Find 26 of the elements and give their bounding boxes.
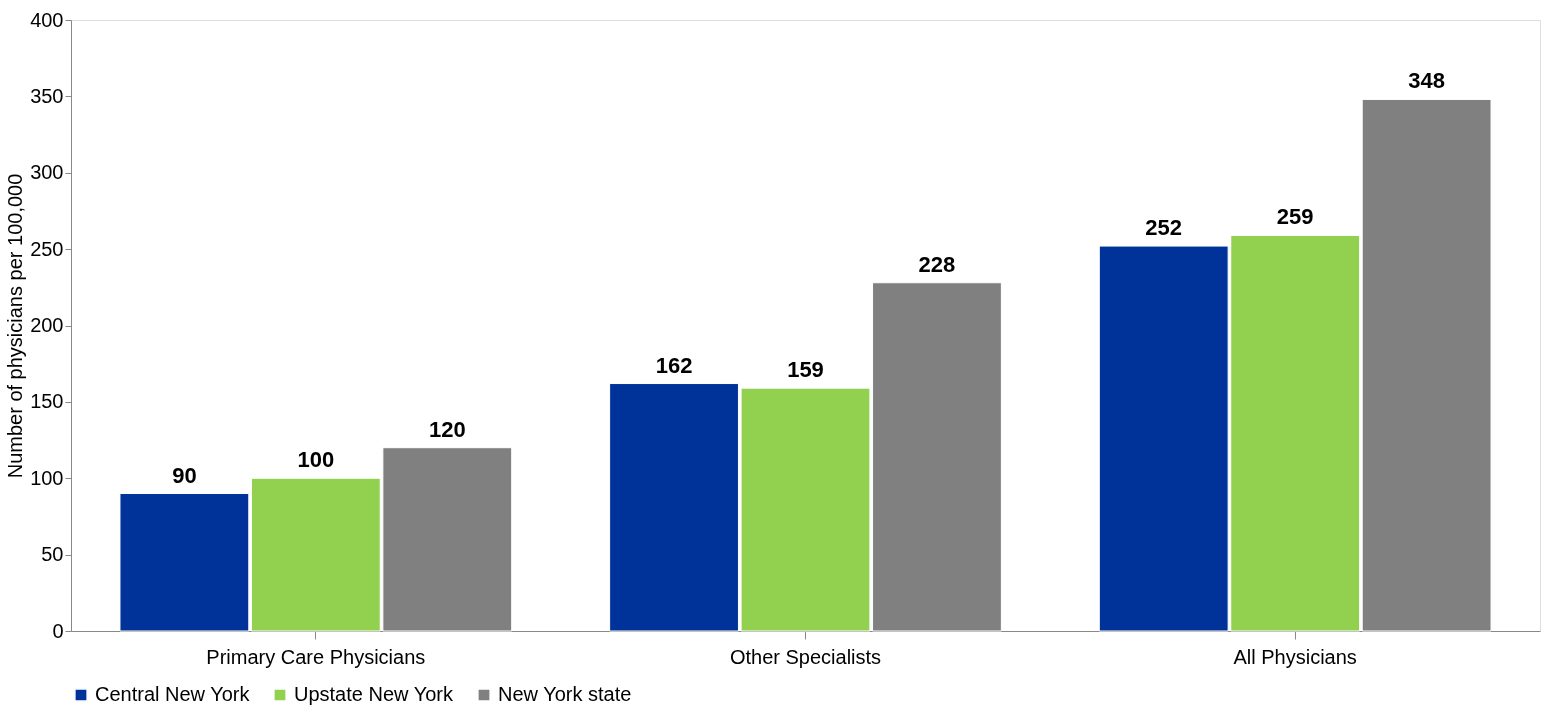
data-label: 120 [428, 416, 466, 442]
y-tick-label: 200 [30, 314, 64, 336]
x-tick-label: Other Specialists [729, 645, 882, 668]
x-tick-label: Primary Care Physicians [206, 645, 426, 668]
data-label: 90 [172, 462, 197, 488]
y-tick-label: 50 [41, 543, 64, 566]
legend-label: Central New York [95, 683, 251, 705]
y-tick-label: 0 [52, 619, 64, 642]
legend-label: New York state [498, 683, 632, 705]
y-tick-label: 150 [30, 390, 64, 413]
y-tick-label: 400 [30, 8, 64, 31]
data-label: 348 [1408, 68, 1445, 94]
data-label: 162 [655, 352, 693, 378]
y-axis-title: Number of physicians per 100,000 [4, 173, 27, 479]
legend-label: Upstate New York [294, 683, 454, 705]
data-label: 252 [1145, 215, 1183, 241]
bar [119, 493, 250, 632]
data-label: 100 [297, 447, 335, 473]
data-label: 228 [918, 251, 956, 277]
x-tick-label: All Physicians [1233, 645, 1357, 668]
y-tick-label: 300 [30, 161, 64, 184]
y-tick-label: 350 [30, 84, 64, 107]
data-label: 159 [787, 357, 824, 383]
data-label: 259 [1276, 204, 1314, 230]
y-tick-label: 250 [30, 237, 64, 260]
y-tick-label: 100 [30, 466, 64, 489]
